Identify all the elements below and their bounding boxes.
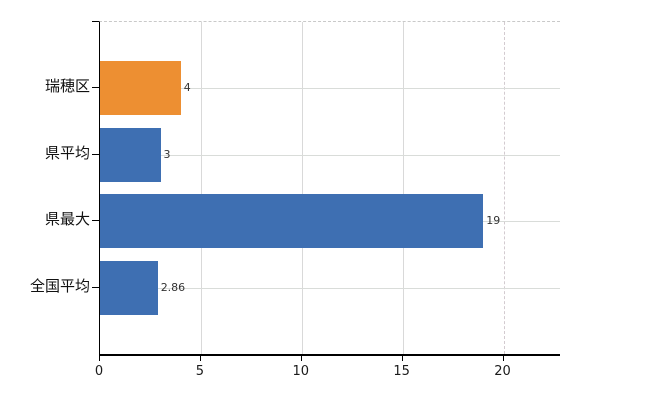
x-axis-tick-label: 20 — [494, 364, 511, 379]
y-axis-tick — [92, 220, 99, 222]
bar-value-label: 2.86 — [160, 280, 186, 294]
x-axis-tick-label: 0 — [94, 364, 104, 379]
x-axis-tick — [401, 355, 403, 361]
x-axis-tick-label: 15 — [393, 364, 410, 379]
x-axis-tick-label: 5 — [195, 364, 205, 379]
x-axis-tick — [300, 355, 302, 361]
y-axis-tick — [92, 153, 99, 155]
vertical-gridline-15 — [402, 22, 404, 354]
chart-bar — [100, 194, 484, 249]
horizontal-gridline — [100, 287, 560, 289]
chart-bar — [100, 61, 181, 116]
vertical-gridline-10 — [301, 22, 303, 354]
x-axis-tick-label: 10 — [292, 364, 310, 379]
x-axis-tick — [502, 355, 504, 361]
chart-bar — [100, 260, 158, 315]
y-axis-tick — [92, 87, 99, 89]
x-axis-tick — [99, 355, 100, 361]
y-axis-tick — [92, 286, 99, 288]
bar-value-label: 19 — [486, 214, 501, 228]
horizontal-gridline — [100, 154, 560, 156]
y-axis-top-tick — [92, 21, 99, 22]
horizontal-gridline — [100, 88, 560, 90]
chart-bar — [100, 127, 161, 182]
category-label: 瑞穂区 — [44, 77, 90, 96]
bar-value-label: 4 — [183, 81, 191, 95]
category-label: 県平均 — [44, 143, 90, 162]
x-axis-tick — [199, 355, 201, 361]
bar-value-label: 3 — [163, 147, 171, 161]
category-label: 県最大 — [44, 210, 90, 229]
vertical-gridline-5 — [200, 22, 202, 354]
category-label: 全国平均 — [29, 276, 90, 295]
vertical-gridline-20 — [503, 22, 505, 354]
plot-area: 4 3 19 2.86 — [99, 21, 560, 356]
